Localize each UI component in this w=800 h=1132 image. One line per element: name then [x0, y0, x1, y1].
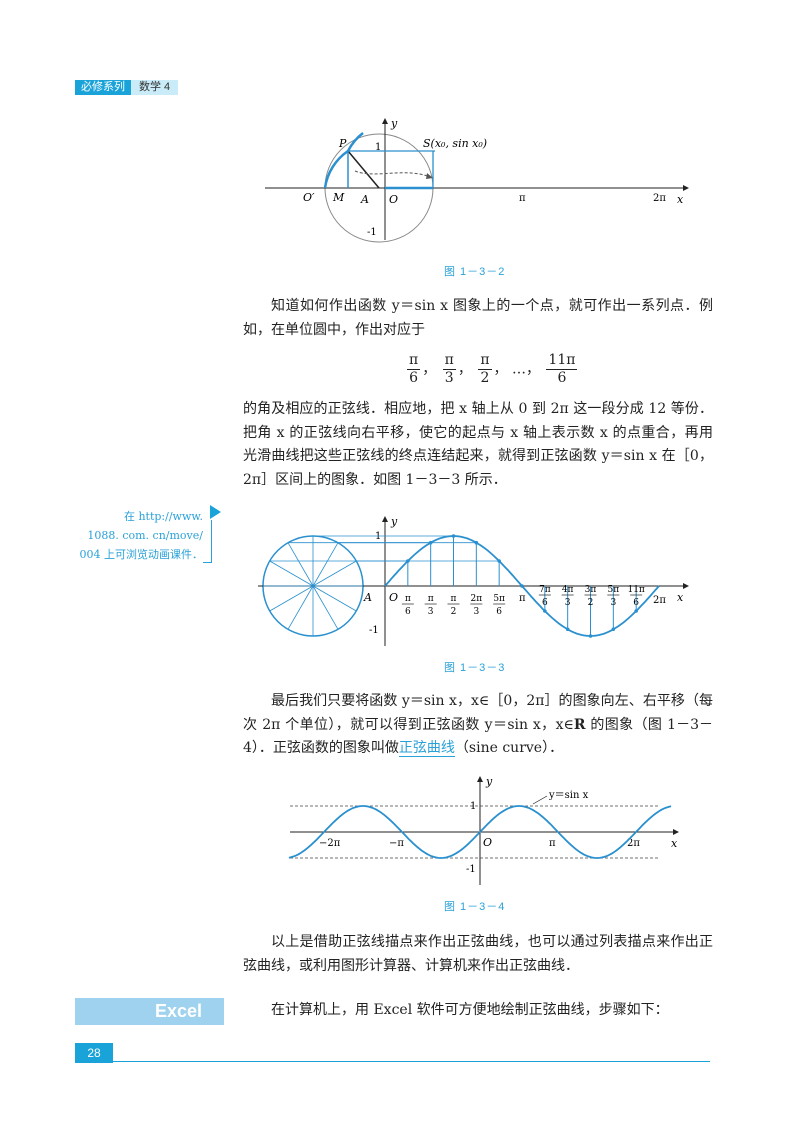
side-note-arrow-icon — [210, 505, 221, 519]
o-label: O — [389, 591, 398, 604]
tick-denominator: 2 — [451, 607, 457, 617]
tick-numerator: π — [405, 594, 411, 604]
o-prime-label: O′ — [303, 191, 315, 204]
tick-numerator: 5π — [608, 585, 620, 595]
figure-1-3-2: y x 1 -1 P S(x₀, sin x₀) O′ M A O π 2π — [265, 117, 689, 243]
page-number: 28 — [75, 1043, 113, 1063]
paragraph-3: 最后我们只要将函数 y＝sin x，x∈［0，2π］的图象向左、右平移（每次 2… — [243, 693, 713, 757]
pi-label: π — [549, 838, 556, 849]
neg-one-label: -1 — [369, 625, 379, 636]
circle-spoke — [312, 560, 357, 587]
figure-1-3-4: y x 1 -1 O −2π −π π 2π y＝sin x — [288, 775, 679, 885]
subject-label: 数学 4 — [131, 80, 179, 95]
s-label: S(x₀, sin x₀) — [423, 137, 487, 150]
arc-pa — [323, 149, 349, 189]
o-label: O — [389, 193, 398, 206]
circle-spoke — [312, 585, 339, 630]
tick-denominator: 3 — [610, 598, 616, 608]
pi-label: π — [519, 593, 526, 604]
one-label: 1 — [375, 531, 381, 542]
circle-spoke — [287, 542, 314, 587]
curve-point — [520, 584, 524, 588]
a-label: A — [360, 193, 369, 206]
neg-one-label: -1 — [466, 864, 476, 875]
circle-spoke — [287, 585, 314, 630]
paragraph-4: 以上是借助正弦线描点来作出正弦曲线，也可以通过列表描点来作出正弦曲线，或利用图形… — [243, 934, 713, 974]
one-label: 1 — [375, 142, 381, 153]
curve-point — [634, 609, 638, 613]
tick-numerator: π — [451, 594, 457, 604]
tick-numerator: 11π — [627, 585, 644, 595]
x-label: x — [677, 193, 684, 206]
tick-denominator: 2 — [588, 598, 594, 608]
tick-numerator: π — [428, 594, 434, 604]
tick-denominator: 6 — [405, 607, 411, 617]
curve-point — [611, 627, 616, 632]
fraction-11pi-6: 11π 6 — [546, 352, 578, 386]
curve-point — [565, 627, 570, 632]
y-label: y — [485, 775, 493, 788]
tick-denominator: 3 — [565, 598, 571, 608]
figure-1-3-2-caption: 图 1－3－2 — [444, 266, 506, 278]
p-label: P — [338, 137, 347, 150]
minus-pi-label: −π — [389, 838, 404, 849]
neg-one-label: -1 — [367, 227, 377, 238]
figure-1-3-3: y x 1 -1 A O π6π3π22π35π67π64π33π25π311π… — [258, 515, 689, 646]
o-label: O — [483, 836, 492, 849]
paragraph-2: 的角及相应的正弦线．相应地，把 x 轴上从 0 到 2π 这一段分成 12 等份… — [243, 401, 713, 488]
minus-two-pi-label: −2π — [319, 838, 341, 849]
curve-point — [588, 634, 593, 638]
y-label: y — [390, 117, 398, 130]
sine-curve — [288, 805, 672, 859]
y-label: y — [390, 515, 398, 528]
figure-1-3-4-caption: 图 1－3－4 — [444, 901, 506, 913]
a-label: A — [363, 591, 372, 604]
two-pi-label: 2π — [627, 838, 640, 849]
circle-spoke — [269, 585, 314, 612]
tick-denominator: 3 — [428, 607, 434, 617]
side-note-bracket — [203, 520, 212, 563]
footer-rule — [113, 1061, 710, 1062]
side-note-line-1: 在 http://www. — [123, 510, 203, 523]
circle-spoke — [312, 585, 357, 612]
two-pi-label: 2π — [653, 193, 666, 204]
page-header: 必修系列 数学 4 — [75, 80, 179, 95]
side-note-line-2: 1088. com. cn/move/ — [87, 529, 203, 542]
tick-denominator: 3 — [473, 607, 479, 617]
tick-numerator: 2π — [471, 594, 483, 604]
paragraph-5: 在计算机上，用 Excel 软件可方便地绘制正弦曲线，步骤如下： — [271, 1002, 669, 1018]
tick-numerator: 5π — [493, 594, 505, 604]
tick-numerator: 3π — [585, 585, 597, 595]
curve-point — [543, 609, 547, 613]
radius-op — [347, 150, 380, 189]
curve-label: y＝sin x — [548, 790, 589, 801]
circle-spoke — [312, 542, 339, 587]
sine-curve-term: 正弦曲线 — [398, 740, 455, 757]
two-pi-label: 2π — [653, 595, 666, 606]
angle-formula: π 6， π 3， π 2， …， 11π 6 — [407, 352, 578, 386]
paragraph-1: 知道如何作出函数 y＝sin x 图象上的一个点，就可作出一系列点．例如，在单位… — [243, 298, 713, 338]
tick-denominator: 6 — [542, 598, 548, 608]
one-label: 1 — [470, 801, 476, 812]
tick-numerator: 4π — [562, 585, 574, 595]
x-label: x — [671, 837, 678, 850]
tick-numerator: 7π — [539, 585, 551, 595]
tick-denominator: 6 — [633, 598, 639, 608]
pi-label: π — [519, 193, 526, 204]
side-note-line-3: 004 上可浏览动画课件． — [79, 548, 204, 561]
m-label: M — [332, 191, 345, 204]
figure-1-3-3-caption: 图 1－3－3 — [444, 662, 506, 674]
series-label: 必修系列 — [75, 80, 131, 95]
circle-spoke — [269, 560, 314, 587]
tick-denominator: 6 — [496, 607, 502, 617]
ellipsis: …， — [511, 361, 540, 378]
side-note: 在 http://www. 1088. com. cn/move/ 004 上可… — [75, 507, 204, 564]
curve-point — [497, 559, 501, 563]
x-label: x — [677, 591, 684, 604]
excel-label: Excel — [75, 998, 224, 1025]
